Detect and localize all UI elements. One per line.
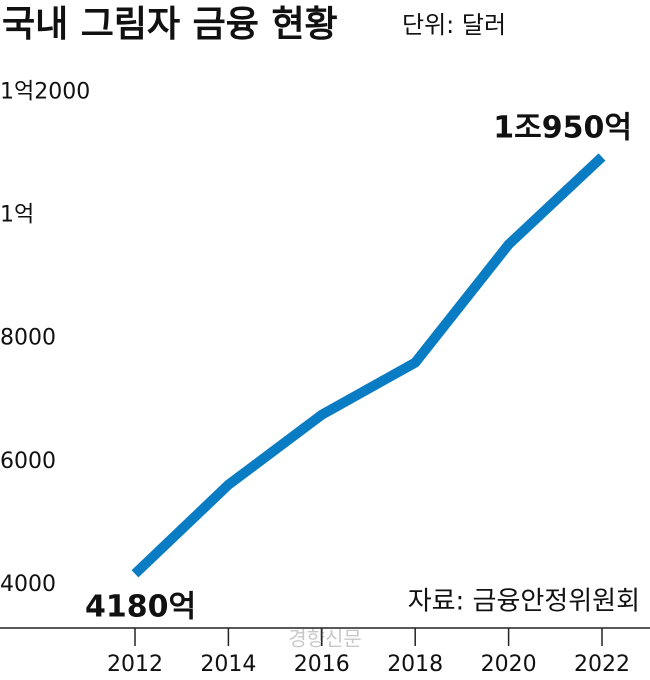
unit-label: 단위: 달러 [402, 11, 506, 39]
y-tick-label: 6000 [0, 449, 56, 474]
value-label: 4180억 [85, 589, 196, 624]
watermark: 경향신문 [288, 627, 362, 651]
chart-title: 국내 그림자 금융 현황 [2, 4, 338, 45]
x-tick-label: 2014 [200, 652, 256, 677]
y-tick-label: 8000 [0, 326, 56, 351]
x-tick-label: 2016 [294, 652, 350, 677]
x-tick-label: 2012 [107, 652, 163, 677]
x-tick-label: 2022 [574, 652, 630, 677]
data-line [131, 153, 606, 578]
source: 자료: 금융안정위원회 [408, 587, 640, 617]
y-tick-label: 4000 [0, 572, 56, 597]
x-tick-label: 2018 [387, 652, 443, 677]
value-label: 1조950억 [493, 110, 632, 145]
y-tick-label: 1억 [0, 202, 34, 227]
y-tick-label: 1억2000 [0, 79, 90, 104]
x-tick-label: 2020 [481, 652, 537, 677]
